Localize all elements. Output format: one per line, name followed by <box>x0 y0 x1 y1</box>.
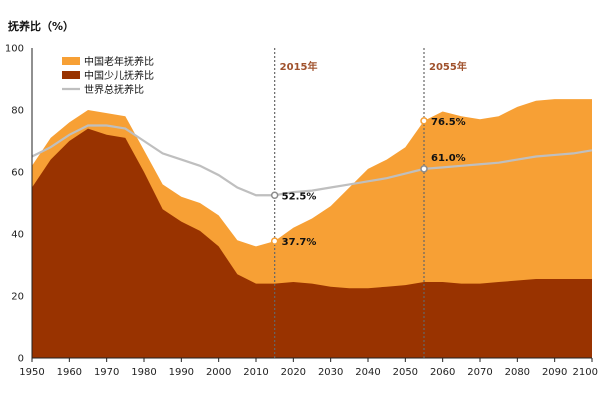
y-tick-label: 60 <box>11 168 24 179</box>
x-tick-label: 2030 <box>318 367 343 378</box>
x-tick-label: 2080 <box>505 367 530 378</box>
annotation-point <box>270 191 279 199</box>
x-tick-label: 2050 <box>393 367 418 378</box>
legend-swatch <box>62 71 80 79</box>
year-markers: 2015年 2055年 <box>274 48 467 358</box>
legend-label: 中国老年抚养比 <box>84 55 154 68</box>
legend-label: 中国少儿抚养比 <box>84 69 154 82</box>
x-tick-label: 1980 <box>131 367 156 378</box>
annotation-point <box>270 237 279 245</box>
x-tick-label: 2020 <box>281 367 306 378</box>
year-marker-label: 2055年 <box>429 60 467 73</box>
x-tick-label: 2040 <box>355 367 380 378</box>
annotation-label: 52.5% <box>282 191 317 202</box>
x-tick-label: 2090 <box>542 367 567 378</box>
x-tick-label: 2010 <box>243 367 268 378</box>
y-tick-label: 80 <box>11 106 24 117</box>
x-tick-label: 1990 <box>169 367 194 378</box>
legend-swatch <box>62 57 80 65</box>
annotation-label: 61.0% <box>431 153 466 164</box>
y-tick-label: 0 <box>18 354 24 365</box>
annotation-label: 37.7% <box>282 237 317 248</box>
y-tick-label: 20 <box>11 292 24 303</box>
chart-title: 抚养比（%） <box>8 19 74 33</box>
y-tick-label: 100 <box>5 44 24 55</box>
legend-label: 世界总抚养比 <box>84 83 144 96</box>
series-line-world-total <box>31 124 593 197</box>
x-tick-label: 2100 <box>573 367 598 378</box>
annotation-point <box>420 117 428 125</box>
x-tick-label: 2070 <box>467 367 492 378</box>
series-area-china-youth <box>32 128 592 358</box>
annotation-point <box>420 165 428 173</box>
year-marker-label: 2015年 <box>280 60 318 73</box>
y-tick-label: 40 <box>11 230 24 241</box>
x-tick-label: 2060 <box>430 367 455 378</box>
value-annotations: 52.5% 37.7% 76.5% 61.0% <box>270 117 466 248</box>
annotation-label: 76.5% <box>431 117 466 128</box>
x-tick-label: 1950 <box>19 367 44 378</box>
chart-areas <box>31 99 593 359</box>
x-tick-label: 2000 <box>206 367 231 378</box>
x-tick-label: 1960 <box>57 367 82 378</box>
x-tick-label: 1970 <box>94 367 119 378</box>
